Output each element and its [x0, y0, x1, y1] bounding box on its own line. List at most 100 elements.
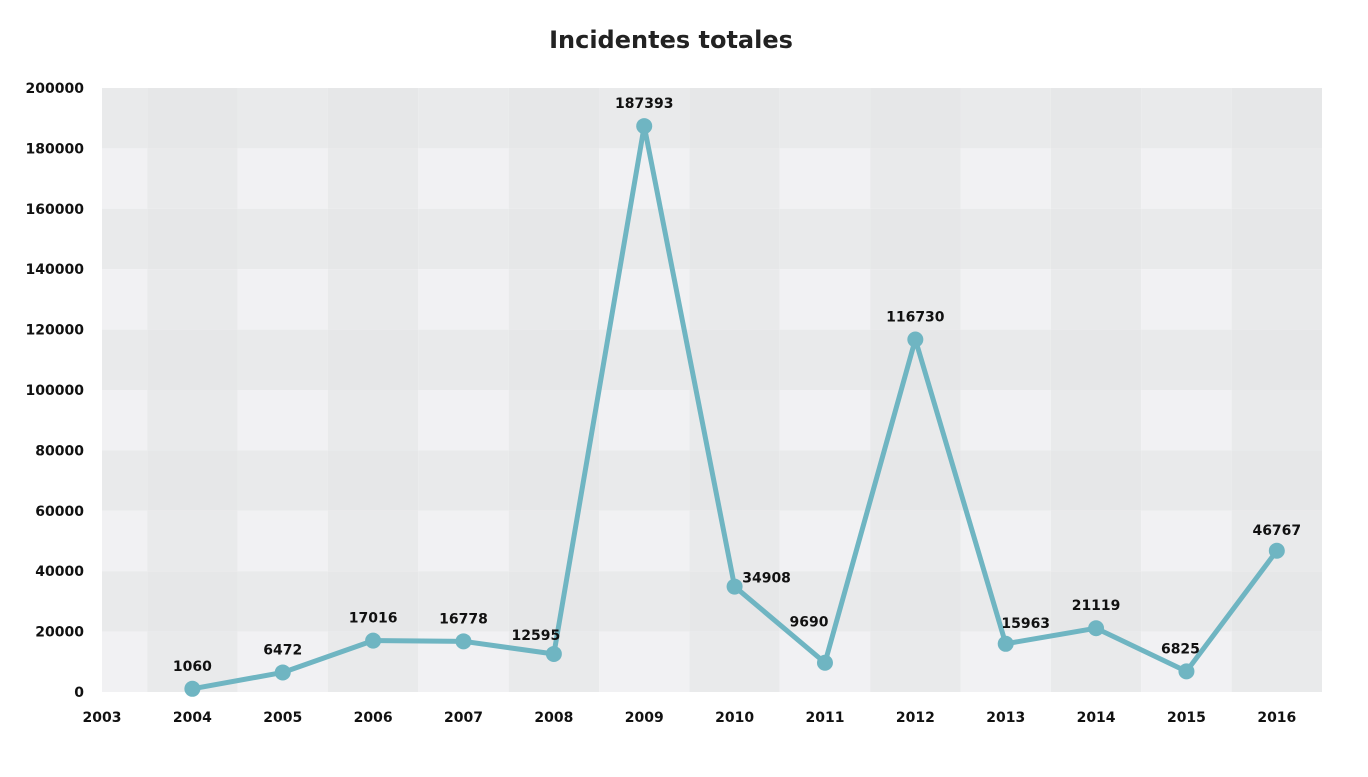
grid-cell: [689, 631, 780, 692]
grid-cell: [779, 208, 871, 270]
grid-cell: [418, 329, 509, 390]
grid-cell: [147, 571, 238, 632]
grid-cell: [508, 390, 600, 451]
grid-cell: [327, 450, 419, 511]
data-label: 15963: [1001, 616, 1050, 632]
data-label: 6825: [1161, 641, 1200, 657]
grid-cell: [1050, 88, 1142, 149]
grid-cell: [1141, 269, 1232, 330]
data-point: [816, 654, 833, 671]
grid-cell: [779, 269, 871, 330]
grid-cell: [960, 269, 1051, 330]
grid-cell: [237, 571, 328, 632]
grid-cell: [960, 329, 1051, 390]
grid-cell: [599, 148, 690, 209]
grid-cell: [327, 329, 419, 390]
grid-cell: [1050, 269, 1142, 330]
x-tick-label: 2007: [444, 710, 483, 726]
grid-cell: [418, 510, 509, 572]
data-point: [1178, 663, 1195, 680]
x-tick-label: 2013: [986, 710, 1025, 726]
y-tick-label: 100000: [26, 383, 85, 399]
data-label: 1060: [173, 659, 212, 675]
grid-cell: [1231, 148, 1322, 209]
x-tick-label: 2014: [1077, 710, 1116, 726]
data-label: 9690: [789, 615, 828, 631]
grid-cell: [237, 510, 328, 572]
plot-background: [102, 88, 1322, 692]
series-group: 1060 6472 17016 16778 12595 187393 34908 9690 11…: [173, 96, 1301, 697]
grid-cell: [508, 510, 600, 572]
grid-cell: [1141, 450, 1232, 511]
grid-cell: [689, 148, 780, 209]
grid-cell: [327, 390, 419, 451]
y-tick-label: 40000: [35, 564, 84, 580]
grid-cell: [1141, 631, 1232, 692]
grid-cell: [237, 269, 328, 330]
data-label: 6472: [263, 642, 302, 658]
data-label: 187393: [615, 96, 673, 112]
grid-cell: [102, 88, 148, 149]
grid-cell: [327, 269, 419, 330]
chart-title: Incidentes totales: [549, 26, 793, 54]
grid-cell: [327, 208, 419, 270]
grid-cell: [960, 208, 1051, 270]
grid-cell: [147, 88, 238, 149]
data-point: [1268, 542, 1285, 559]
x-tick-label: 2008: [534, 710, 573, 726]
y-tick-label: 120000: [26, 323, 85, 339]
grid-cell: [870, 269, 961, 330]
grid-cell: [147, 510, 238, 572]
grid-cell: [960, 88, 1051, 149]
y-tick-label: 0: [74, 685, 84, 701]
grid-cell: [599, 510, 690, 572]
data-label: 12595: [511, 628, 560, 644]
data-point: [184, 680, 201, 697]
grid-cell: [418, 208, 509, 270]
grid-cell: [599, 329, 690, 390]
grid-cell: [237, 450, 328, 511]
grid-cell: [1141, 88, 1232, 149]
data-label: 116730: [886, 309, 945, 325]
grid-cell: [147, 148, 238, 209]
grid-cell: [779, 329, 871, 390]
grid-cell: [327, 510, 419, 572]
grid-cell: [779, 450, 871, 511]
grid-cell: [147, 390, 238, 451]
grid-cell: [779, 88, 871, 149]
grid-cell: [237, 208, 328, 270]
data-point: [274, 664, 291, 681]
grid-cell: [102, 450, 148, 511]
grid-cell: [960, 450, 1051, 511]
grid-cell: [237, 390, 328, 451]
x-tick-label: 2005: [263, 710, 302, 726]
data-label: 16778: [439, 611, 488, 627]
grid-cell: [689, 88, 780, 149]
x-tick-label: 2015: [1167, 710, 1206, 726]
data-point: [997, 635, 1014, 652]
x-tick-label: 2016: [1257, 710, 1296, 726]
grid-cell: [599, 631, 690, 692]
grid-cell: [779, 390, 871, 451]
grid-cell: [237, 88, 328, 149]
grid-cell: [147, 269, 238, 330]
grid-cell: [1050, 510, 1142, 572]
grid-cell: [870, 450, 961, 511]
grid-cell: [960, 571, 1051, 632]
grid-cell: [508, 329, 600, 390]
grid-cell: [870, 148, 961, 209]
grid-cell: [102, 148, 148, 209]
grid-cell: [102, 571, 148, 632]
grid-cell: [508, 88, 600, 149]
x-tick-label: 2009: [625, 710, 664, 726]
grid-cell: [418, 450, 509, 511]
grid-cell: [102, 631, 148, 692]
grid-cell: [870, 571, 961, 632]
y-tick-label: 160000: [26, 202, 85, 218]
grid-cell: [1141, 148, 1232, 209]
grid-cell: [1050, 390, 1142, 451]
grid-cell: [147, 208, 238, 270]
grid-cell: [1231, 631, 1322, 692]
data-point: [365, 632, 382, 649]
data-point: [907, 331, 924, 348]
